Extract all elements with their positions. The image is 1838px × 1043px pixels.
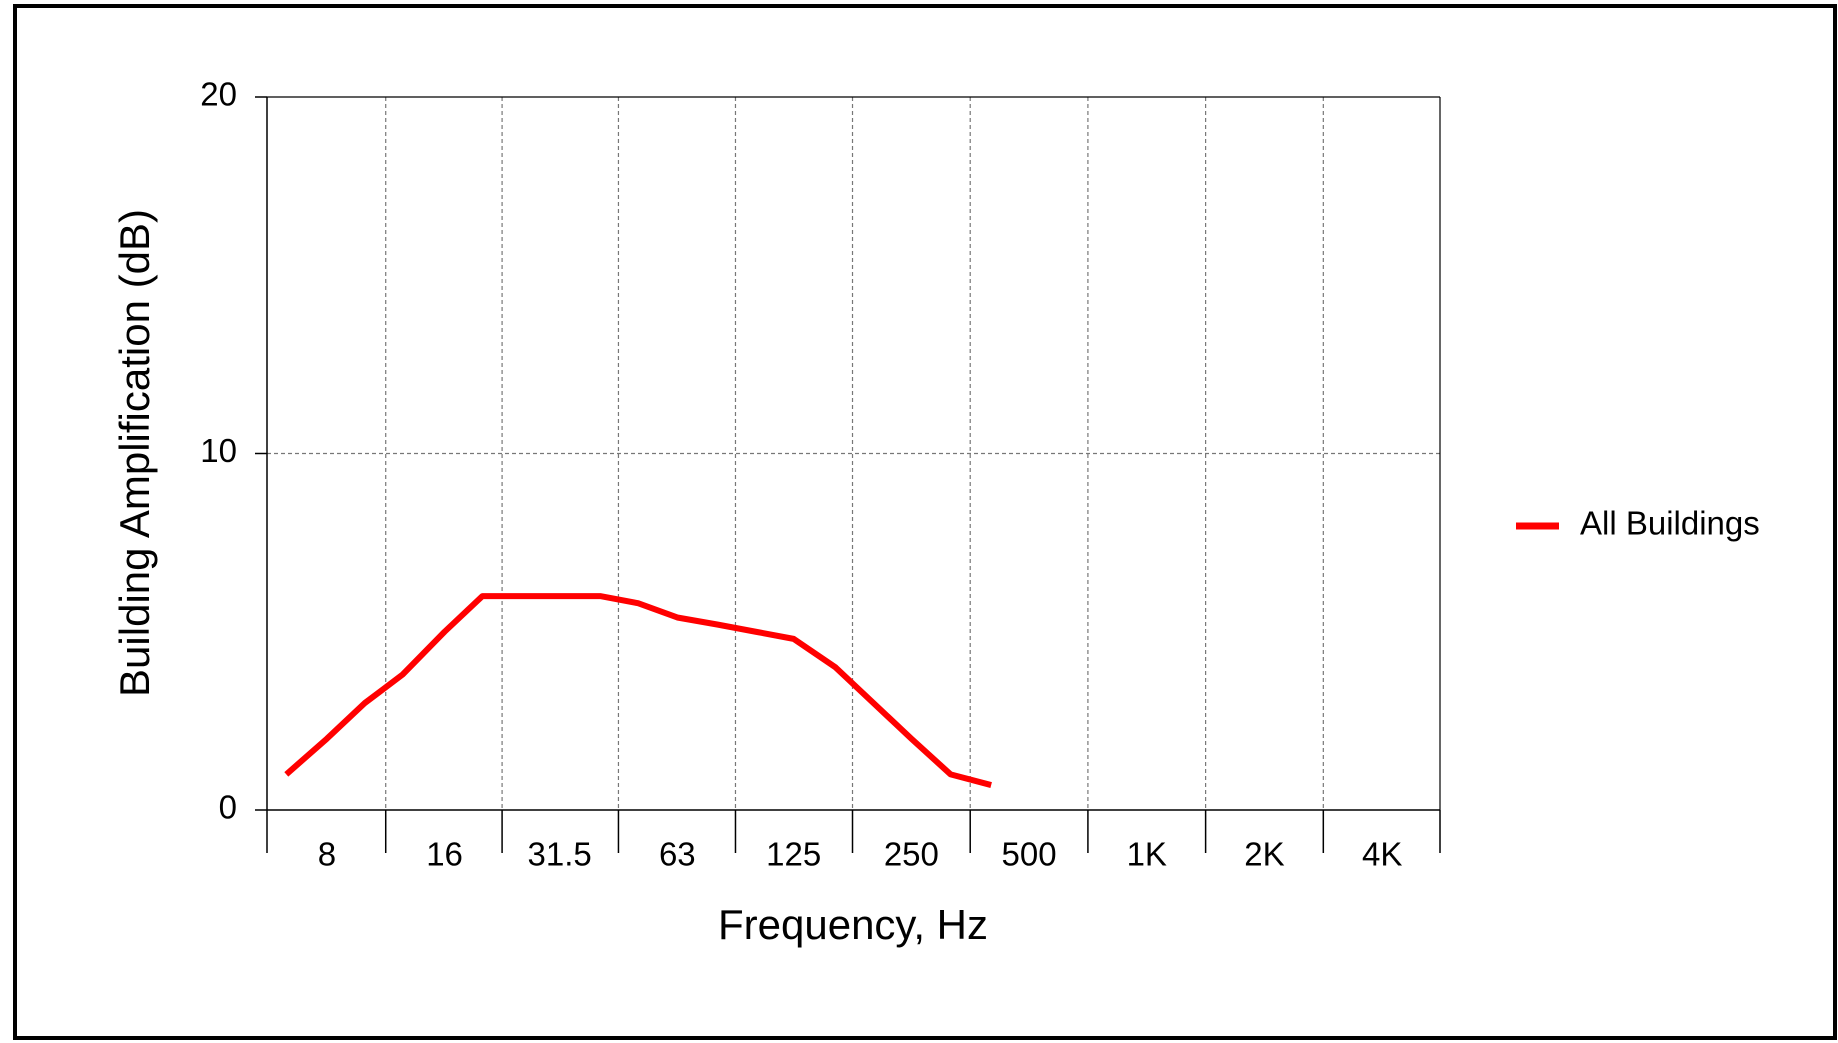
data-line [284, 593, 992, 788]
x-tick-label: 500 [1002, 836, 1057, 873]
x-tick-label: 8 [318, 836, 336, 873]
y-tick-label: 20 [200, 76, 237, 113]
y-axis-title: Building Amplification (dB) [111, 209, 158, 697]
x-tick-label: 63 [659, 836, 696, 873]
legend-label: All Buildings [1580, 505, 1760, 542]
x-tick-label: 1K [1127, 836, 1167, 873]
frame [13, 4, 1837, 1040]
x-axis-title: Frequency, Hz [718, 901, 988, 948]
y-tick-label: 10 [200, 432, 237, 469]
x-tick-label: 16 [426, 836, 463, 873]
x-tick-label: 2K [1244, 836, 1284, 873]
x-tick-label: 250 [884, 836, 939, 873]
x-tick-label: 4K [1362, 836, 1402, 873]
x-tick-label: 125 [766, 836, 821, 873]
y-tick-label: 0 [219, 789, 237, 826]
x-tick-label: 31.5 [527, 836, 591, 873]
